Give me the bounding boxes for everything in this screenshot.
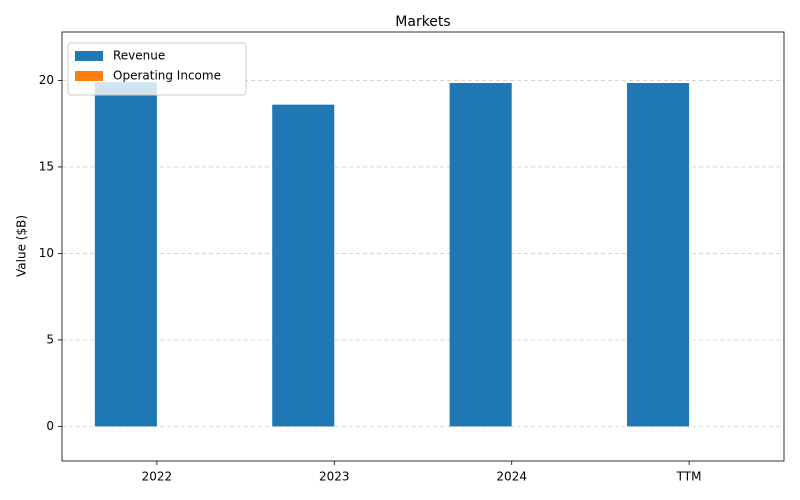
axes-frame bbox=[61, 31, 785, 462]
legend-label: Revenue bbox=[113, 49, 165, 63]
y-tick-label: 10 bbox=[39, 246, 54, 260]
y-tick-label: 15 bbox=[39, 159, 54, 173]
bar bbox=[272, 104, 335, 427]
bar bbox=[94, 82, 157, 427]
x-tick-label: TTM bbox=[676, 470, 702, 484]
legend-label: Operating Income bbox=[113, 69, 221, 83]
chart-title: Markets bbox=[395, 14, 450, 30]
x-tick-label: 2024 bbox=[496, 470, 527, 484]
y-tick-label: 0 bbox=[46, 419, 54, 433]
legend-swatch bbox=[75, 71, 103, 81]
y-axis-label: Value ($B) bbox=[15, 215, 29, 277]
x-tick-label: 2022 bbox=[142, 470, 173, 484]
bar bbox=[627, 83, 690, 427]
x-tick-label: 2023 bbox=[319, 470, 350, 484]
legend-box bbox=[67, 42, 247, 96]
legend-swatch bbox=[75, 51, 103, 61]
y-tick-label: 5 bbox=[46, 332, 54, 346]
bar bbox=[449, 83, 512, 427]
y-tick-label: 20 bbox=[39, 73, 54, 87]
